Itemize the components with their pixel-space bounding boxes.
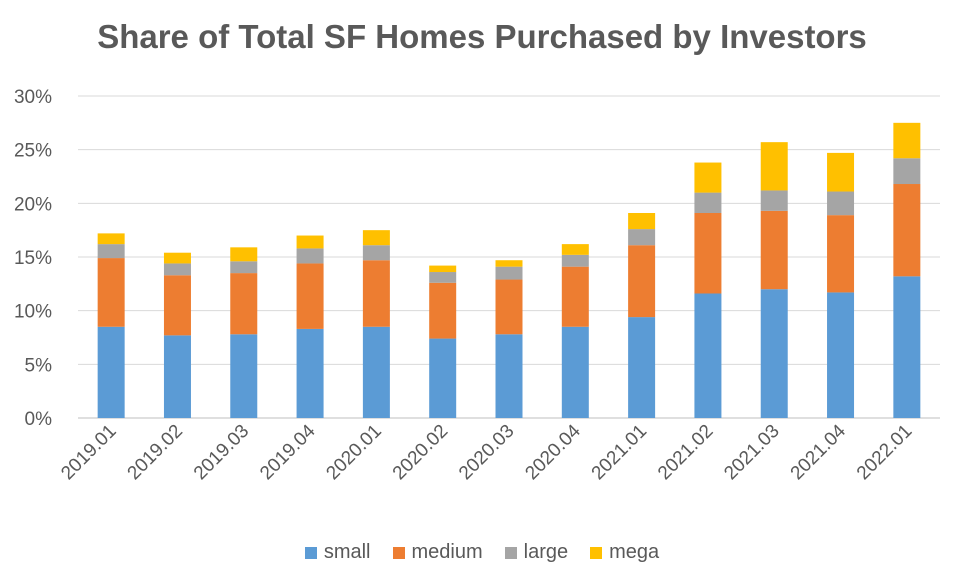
y-tick-label: 0%	[25, 409, 53, 430]
bars	[97, 122, 921, 418]
bar-segment-medium	[163, 275, 191, 336]
y-tick-label: 30%	[14, 87, 52, 108]
bar-segment-small	[827, 292, 855, 418]
legend-swatch	[304, 546, 317, 559]
bar-segment-large	[97, 244, 125, 259]
bar-segment-large	[230, 261, 258, 274]
bar-segment-small	[97, 326, 125, 418]
legend-item-mega: mega	[590, 541, 659, 564]
legend-label: small	[323, 541, 371, 563]
bar-segment-medium	[362, 260, 390, 327]
bar-segment-small	[760, 289, 788, 418]
bar-segment-mega	[827, 152, 855, 192]
x-tick-label: 2021.02	[654, 421, 717, 484]
bar-segment-small	[893, 276, 921, 418]
bar-segment-mega	[694, 162, 722, 193]
bar-segment-small	[296, 328, 324, 418]
x-axis-ticks: 2019.01 2019.02 2019.03 2019.04 2020.01 2020.…	[57, 420, 916, 484]
y-tick-label: 5%	[25, 355, 53, 376]
bar-segment-mega	[163, 252, 191, 264]
legend-swatch	[504, 546, 517, 559]
bar-segment-large	[362, 245, 390, 261]
x-tick-label: 2019.03	[190, 421, 253, 484]
x-tick-label: 2020.04	[521, 420, 585, 484]
bar-segment-mega	[893, 122, 921, 159]
bar-segment-large	[628, 229, 656, 246]
bar-segment-large	[760, 190, 788, 211]
x-tick-label: 2019.02	[124, 421, 187, 484]
bar-segment-mega	[429, 265, 457, 273]
legend-swatch	[590, 546, 603, 559]
bar-segment-mega	[97, 233, 125, 245]
bar-segment-large	[827, 191, 855, 216]
bar-segment-mega	[495, 260, 523, 267]
bar-segment-large	[495, 266, 523, 280]
legend: small medium large mega	[0, 541, 964, 564]
bar-segment-mega	[230, 247, 258, 262]
legend-label: mega	[609, 541, 660, 563]
bar-segment-large	[296, 248, 324, 264]
bar-segment-small	[495, 334, 523, 418]
bar-segment-mega	[760, 142, 788, 191]
bar-segment-small	[230, 334, 258, 418]
legend-label: large	[523, 541, 569, 563]
bar-segment-mega	[628, 212, 656, 230]
bar-segment-small	[163, 335, 191, 418]
bar-segment-medium	[561, 266, 589, 327]
bar-segment-medium	[429, 282, 457, 339]
y-tick-label: 25%	[14, 141, 52, 162]
bar-segment-medium	[97, 258, 125, 327]
bar-segment-small	[362, 326, 390, 418]
x-tick-label: 2019.01	[57, 421, 120, 484]
chart-title: Share of Total SF Homes Purchased by Inv…	[97, 18, 867, 55]
bar-segment-medium	[230, 273, 258, 335]
x-tick-label: 2020.01	[323, 421, 386, 484]
x-tick-label: 2021.04	[787, 420, 851, 484]
bar-segment-small	[694, 293, 722, 418]
bar-segment-large	[893, 158, 921, 185]
bar-segment-medium	[495, 279, 523, 335]
x-tick-label: 2022.01	[853, 421, 916, 484]
bar-segment-mega	[296, 235, 324, 249]
x-tick-label: 2020.02	[389, 421, 452, 484]
bar-segment-medium	[694, 212, 722, 294]
x-tick-label: 2021.03	[720, 421, 783, 484]
bar-segment-large	[561, 254, 589, 267]
bar-segment-mega	[561, 244, 589, 255]
legend-item-small: small	[304, 541, 371, 564]
bar-segment-medium	[628, 245, 656, 318]
x-tick-label: 2021.01	[588, 421, 651, 484]
y-axis-ticks: 0% 5% 10% 15% 20% 25% 30%	[14, 87, 52, 430]
x-tick-label: 2019.04	[256, 420, 320, 484]
bar-segment-large	[429, 272, 457, 283]
bar-segment-large	[694, 192, 722, 213]
y-tick-label: 20%	[14, 194, 52, 215]
legend-item-medium: medium	[392, 541, 483, 564]
legend-swatch	[392, 546, 405, 559]
legend-label: medium	[411, 541, 483, 563]
bar-segment-large	[163, 263, 191, 276]
bar-segment-small	[429, 338, 457, 418]
y-tick-label: 15%	[14, 248, 52, 269]
bar-segment-medium	[827, 215, 855, 293]
bar-segment-small	[561, 326, 589, 418]
bar-segment-medium	[893, 184, 921, 277]
x-tick-label: 2020.03	[455, 421, 518, 484]
bar-segment-mega	[362, 230, 390, 246]
bar-segment-medium	[296, 263, 324, 329]
bar-segment-medium	[760, 210, 788, 290]
y-tick-label: 10%	[14, 302, 52, 323]
legend-item-large: large	[504, 541, 569, 564]
bar-segment-small	[628, 317, 656, 418]
